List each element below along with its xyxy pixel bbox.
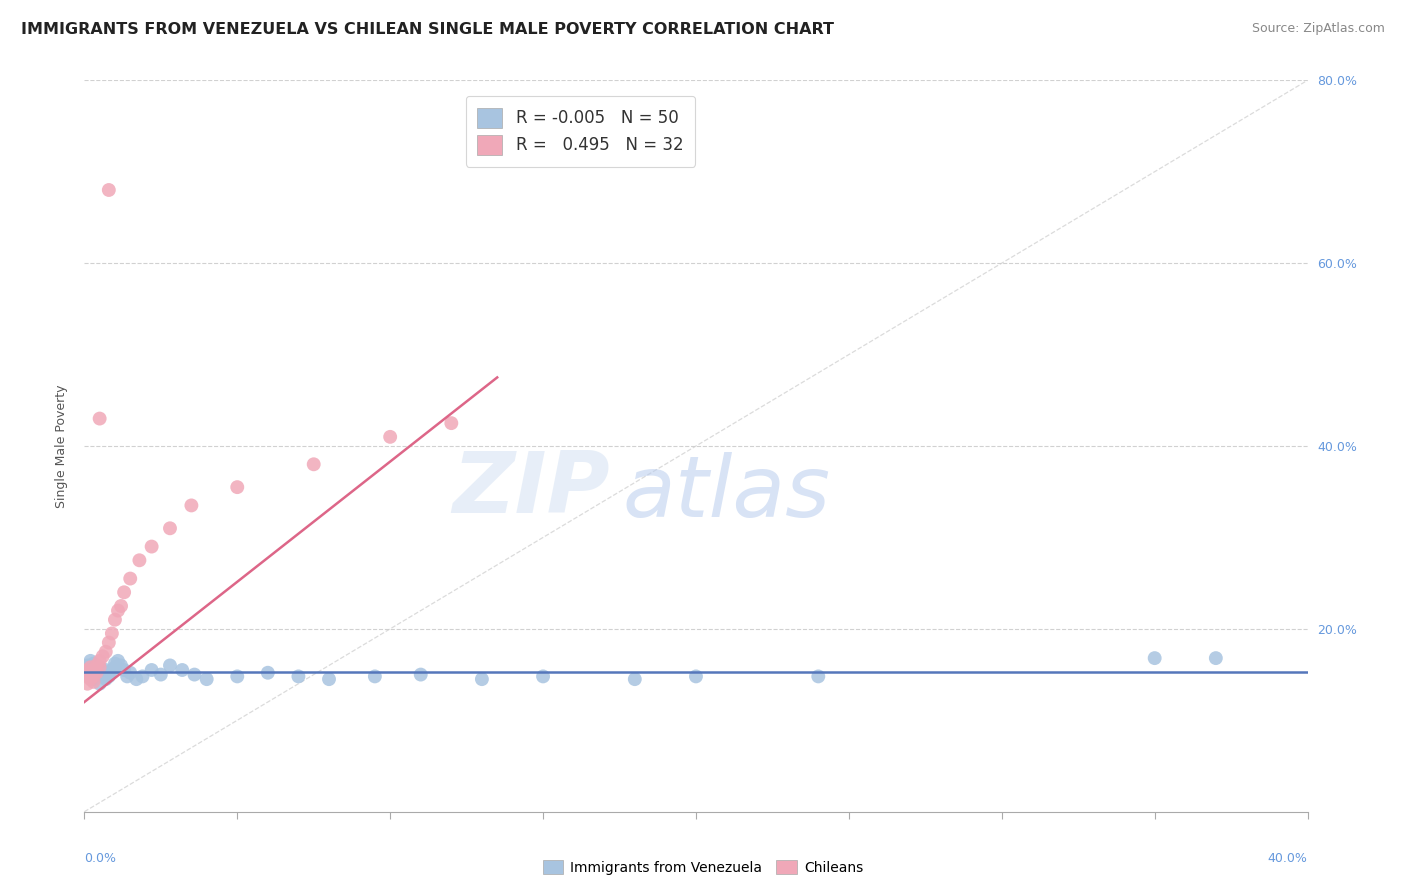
Point <box>101 663 124 677</box>
Point <box>83 672 105 686</box>
Y-axis label: Single Male Poverty: Single Male Poverty <box>55 384 67 508</box>
Point <box>86 663 108 677</box>
Text: ZIP: ZIP <box>453 449 610 532</box>
Point <box>1143 651 1166 665</box>
Point <box>104 660 127 674</box>
Point <box>89 660 111 674</box>
Point <box>89 654 111 668</box>
Point <box>97 665 120 680</box>
Point <box>94 663 117 677</box>
Point <box>120 572 142 586</box>
Point <box>159 658 181 673</box>
Point <box>86 669 108 683</box>
Point <box>302 457 325 471</box>
Point <box>226 480 249 494</box>
Point <box>149 667 172 681</box>
Point <box>79 654 101 668</box>
Point <box>89 667 111 681</box>
Point <box>195 672 218 686</box>
Point <box>76 676 98 690</box>
Point <box>128 553 150 567</box>
Point <box>125 672 148 686</box>
Point <box>79 660 101 674</box>
Point <box>807 669 830 683</box>
Point <box>79 665 101 680</box>
Point <box>141 540 163 554</box>
Text: IMMIGRANTS FROM VENEZUELA VS CHILEAN SINGLE MALE POVERTY CORRELATION CHART: IMMIGRANTS FROM VENEZUELA VS CHILEAN SIN… <box>21 22 834 37</box>
Point <box>79 672 101 686</box>
Point <box>110 658 132 673</box>
Point <box>91 649 114 664</box>
Point <box>79 660 101 674</box>
Point <box>83 663 105 677</box>
Point <box>97 183 120 197</box>
Point <box>97 669 120 683</box>
Text: Source: ZipAtlas.com: Source: ZipAtlas.com <box>1251 22 1385 36</box>
Point <box>83 657 105 671</box>
Point <box>380 430 402 444</box>
Text: 40.0%: 40.0% <box>1268 852 1308 865</box>
Point <box>76 663 98 677</box>
Point <box>115 669 138 683</box>
Point <box>107 603 129 617</box>
Point <box>112 585 135 599</box>
Point <box>86 658 108 673</box>
Point <box>89 676 111 690</box>
Point <box>1205 651 1227 665</box>
Point <box>86 665 108 680</box>
Point <box>172 663 194 677</box>
Text: 0.0%: 0.0% <box>84 852 117 865</box>
Point <box>76 658 98 673</box>
Point <box>83 667 105 681</box>
Point <box>91 665 114 679</box>
Point <box>89 660 111 674</box>
Point <box>624 672 647 686</box>
Point <box>257 665 280 680</box>
Point <box>409 667 432 681</box>
Point <box>226 669 249 683</box>
Point <box>94 645 117 659</box>
Point <box>89 411 111 425</box>
Legend: R = -0.005   N = 50, R =   0.495   N = 32: R = -0.005 N = 50, R = 0.495 N = 32 <box>465 96 695 167</box>
Point <box>86 665 108 680</box>
Point <box>440 416 463 430</box>
Point <box>97 635 120 649</box>
Point <box>83 663 105 677</box>
Point <box>104 613 127 627</box>
Point <box>91 669 114 683</box>
Point <box>110 599 132 613</box>
Text: atlas: atlas <box>623 452 831 535</box>
Point <box>120 665 142 680</box>
Point <box>471 672 494 686</box>
Point <box>183 667 205 681</box>
Point <box>131 669 153 683</box>
Point <box>94 672 117 686</box>
Point <box>104 657 127 671</box>
Point <box>83 669 105 683</box>
Point <box>159 521 181 535</box>
Point <box>76 669 98 683</box>
Point <box>180 499 202 513</box>
Point <box>107 654 129 668</box>
Point <box>287 669 309 683</box>
Point <box>318 672 340 686</box>
Legend: Immigrants from Venezuela, Chileans: Immigrants from Venezuela, Chileans <box>537 855 869 880</box>
Point <box>101 626 124 640</box>
Point <box>112 663 135 677</box>
Point <box>76 663 98 677</box>
Point <box>141 663 163 677</box>
Point <box>531 669 554 683</box>
Point <box>79 669 101 683</box>
Point <box>364 669 387 683</box>
Point <box>83 674 105 689</box>
Point <box>685 669 707 683</box>
